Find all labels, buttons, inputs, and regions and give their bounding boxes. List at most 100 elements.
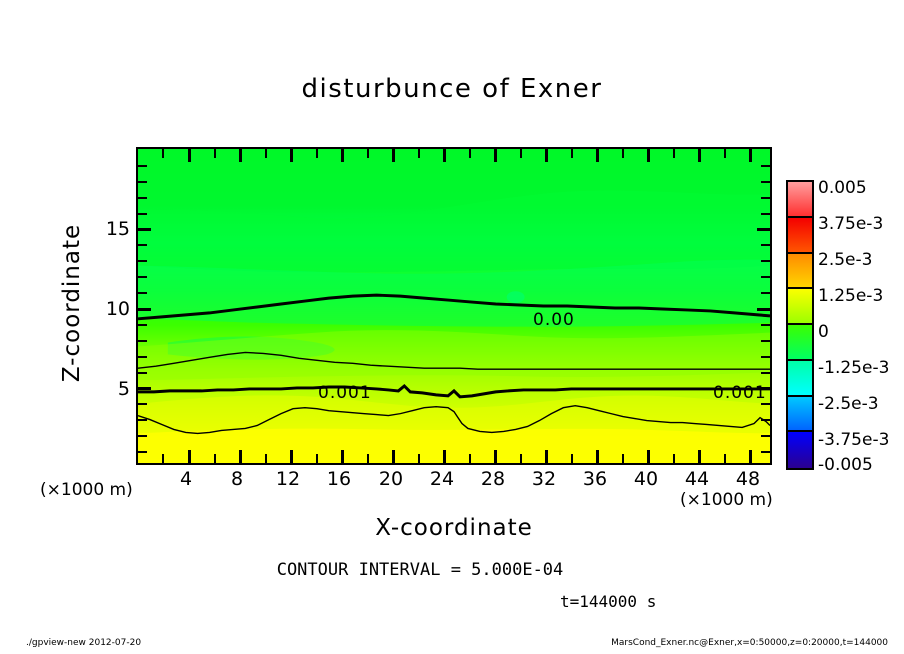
- x-tick-top: [469, 149, 471, 158]
- y-tick-left: [138, 403, 147, 405]
- x-tick-top: [520, 149, 522, 158]
- y-tick-right: [761, 292, 770, 294]
- colorbar-tick-label: -2.5e-3: [818, 394, 879, 414]
- x-tick-label: 4: [179, 468, 193, 490]
- x-tick-bottom: [698, 450, 701, 463]
- x-tick-top: [724, 149, 726, 158]
- colorbar-band: [788, 289, 812, 325]
- y-tick-right: [761, 435, 770, 437]
- y-tick-left: [138, 324, 147, 326]
- footer-command: ./gpview-new 2012-07-20: [26, 638, 142, 648]
- x-tick-bottom: [443, 450, 446, 463]
- x-tick-top: [316, 149, 318, 158]
- x-tick-bottom: [162, 454, 164, 463]
- x-unit-label-right: (×1000 m): [680, 490, 773, 510]
- x-tick-top: [443, 149, 446, 162]
- x-tick-top: [239, 149, 242, 162]
- y-tick-left: [138, 197, 147, 199]
- y-tick-left: [138, 356, 147, 358]
- x-tick-label: 16: [326, 468, 352, 490]
- y-tick-left: [138, 228, 151, 231]
- contour-label-one-right: 0.001: [713, 383, 767, 403]
- x-tick-label: 12: [275, 468, 301, 490]
- x-tick-bottom: [290, 450, 293, 463]
- colorbar-tick-label: -3.75e-3: [818, 430, 890, 450]
- y-tick-right: [761, 403, 770, 405]
- colorbar-tick-label: 2.5e-3: [818, 250, 873, 270]
- x-tick-label: 8: [230, 468, 244, 490]
- x-tick-top: [188, 149, 191, 162]
- y-tick-left: [138, 213, 147, 215]
- y-tick-left: [138, 276, 147, 278]
- contour-interval-note: CONTOUR INTERVAL = 5.000E-04: [276, 560, 564, 580]
- x-tick-top: [494, 149, 497, 162]
- colorbar-tick-label: 0.005: [818, 178, 867, 198]
- x-tick-label: 20: [378, 468, 404, 490]
- time-annotation: t=144000 s: [560, 592, 657, 611]
- y-tick-right: [761, 451, 770, 453]
- y-tick-right: [761, 181, 770, 183]
- x-tick-bottom: [545, 450, 548, 463]
- x-tick-label: 28: [480, 468, 506, 490]
- x-tick-bottom: [596, 450, 599, 463]
- y-tick-left: [138, 308, 151, 311]
- x-tick-top: [162, 149, 164, 158]
- x-tick-bottom: [622, 454, 624, 463]
- x-tick-bottom: [239, 450, 242, 463]
- y-tick-right: [761, 260, 770, 262]
- x-tick-top: [698, 149, 701, 162]
- y-tick-left: [138, 260, 147, 262]
- colorbar-band: [788, 182, 812, 218]
- contour-plot-area: [136, 147, 772, 465]
- y-tick-label: 15: [105, 218, 130, 240]
- x-tick-bottom: [494, 450, 497, 463]
- contour-label-zero: 0.00: [533, 310, 575, 330]
- y-tick-right: [761, 213, 770, 215]
- x-tick-top: [673, 149, 675, 158]
- x-tick-label: 32: [531, 468, 557, 490]
- x-axis-label: X-coordinate: [375, 515, 533, 541]
- y-tick-right: [757, 387, 770, 390]
- y-tick-left: [138, 292, 147, 294]
- y-tick-left: [138, 387, 151, 390]
- colorbar-tick-label: 1.25e-3: [818, 286, 884, 306]
- contour-label-one-left: 0.001: [318, 383, 372, 403]
- x-tick-top: [596, 149, 599, 162]
- x-tick-bottom: [724, 454, 726, 463]
- colorbar-band: [788, 432, 812, 468]
- y-tick-left: [138, 435, 147, 437]
- x-tick-top: [545, 149, 548, 162]
- colorbar-tick-label: -0.005: [818, 455, 873, 475]
- page-title: disturbunce of Exner: [301, 74, 603, 104]
- x-tick-bottom: [265, 454, 267, 463]
- x-tick-bottom: [316, 454, 318, 463]
- y-tick-left: [138, 181, 147, 183]
- contour-field: [138, 149, 770, 463]
- x-tick-bottom: [392, 450, 395, 463]
- x-tick-bottom: [571, 454, 573, 463]
- y-tick-right: [761, 419, 770, 421]
- x-tick-bottom: [418, 454, 420, 463]
- colorbar-band: [788, 325, 812, 361]
- y-tick-right: [761, 165, 770, 167]
- footer-dataset: MarsCond_Exner.nc@Exner,x=0:50000,z=0:20…: [611, 638, 888, 648]
- x-tick-top: [265, 149, 267, 158]
- x-tick-label: 48: [735, 468, 761, 490]
- y-tick-right: [761, 372, 770, 374]
- x-tick-bottom: [341, 450, 344, 463]
- x-tick-bottom: [188, 450, 191, 463]
- x-tick-top: [290, 149, 293, 162]
- y-axis-label: Z-coordinate: [59, 223, 85, 383]
- x-tick-top: [622, 149, 624, 158]
- x-tick-top: [367, 149, 369, 158]
- y-tick-left: [138, 340, 147, 342]
- x-tick-top: [214, 149, 216, 158]
- y-tick-left: [138, 165, 147, 167]
- x-unit-label-left: (×1000 m): [40, 480, 133, 500]
- x-tick-top: [571, 149, 573, 158]
- y-tick-right: [761, 356, 770, 358]
- x-tick-label: 40: [633, 468, 659, 490]
- x-tick-label: 36: [582, 468, 608, 490]
- colorbar: [786, 180, 814, 470]
- x-tick-bottom: [214, 454, 216, 463]
